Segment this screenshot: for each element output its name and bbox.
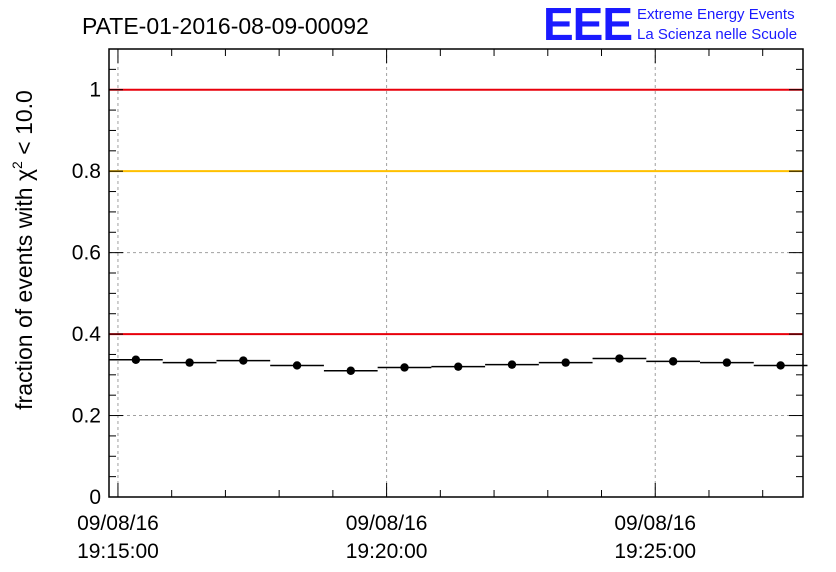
data-point (131, 355, 141, 364)
x-tick-label-time: 19:25:00 (614, 540, 696, 563)
x-tick-label-date: 09/08/16 (77, 512, 159, 535)
y-axis-title-chi: χ (11, 169, 37, 181)
y-tick-label: 0.6 (72, 242, 101, 265)
data-point (507, 360, 517, 369)
chart-title: PATE-01-2016-08-09-00092 (82, 13, 369, 39)
data-point (346, 366, 355, 375)
data-point (668, 357, 678, 366)
grid (109, 49, 803, 497)
y-tick-label: 0.4 (72, 323, 102, 346)
y-tick-label: 1 (89, 79, 101, 102)
x-tick-label-date: 09/08/16 (614, 512, 696, 535)
y-axis-title-main: fraction of events with (11, 181, 37, 410)
data-point (454, 362, 463, 371)
y-axis-title-tail: < 10.0 (11, 90, 37, 161)
data-point (615, 354, 624, 363)
y-axis-title-sup: 2 (9, 161, 25, 169)
plot-frame (108, 48, 804, 498)
y-axis-title: fraction of events with χ2 < 10.0 (9, 90, 37, 410)
data-series (109, 354, 808, 375)
y-tick-label: 0.2 (72, 405, 101, 428)
data-point (722, 358, 732, 367)
reference-lines (109, 88, 803, 336)
data-point (292, 361, 302, 370)
logo-line1: Extreme Energy Events (637, 6, 795, 23)
data-point (400, 363, 409, 372)
y-tick-label: 0 (89, 486, 101, 509)
data-point (239, 356, 248, 365)
x-tick-label-date: 09/08/16 (346, 512, 428, 535)
x-tick-label-time: 19:20:00 (346, 540, 428, 563)
tick-labels: 0 0.2 0.4 0.6 0.8 1 09/08/16 19:15:00 09/08/16 19… (72, 79, 696, 563)
axes (108, 48, 804, 498)
logo-line2: La Scienza nelle Scuole (637, 26, 797, 43)
data-point (185, 358, 194, 367)
data-point (776, 361, 785, 370)
y-tick-label: 0.8 (72, 160, 101, 183)
x-tick-label-time: 19:15:00 (77, 540, 159, 563)
logo-mark: EEE (543, 0, 632, 50)
eee-logo: EEE Extreme Energy Events La Scienza nel… (543, 0, 797, 50)
data-point (561, 358, 570, 367)
